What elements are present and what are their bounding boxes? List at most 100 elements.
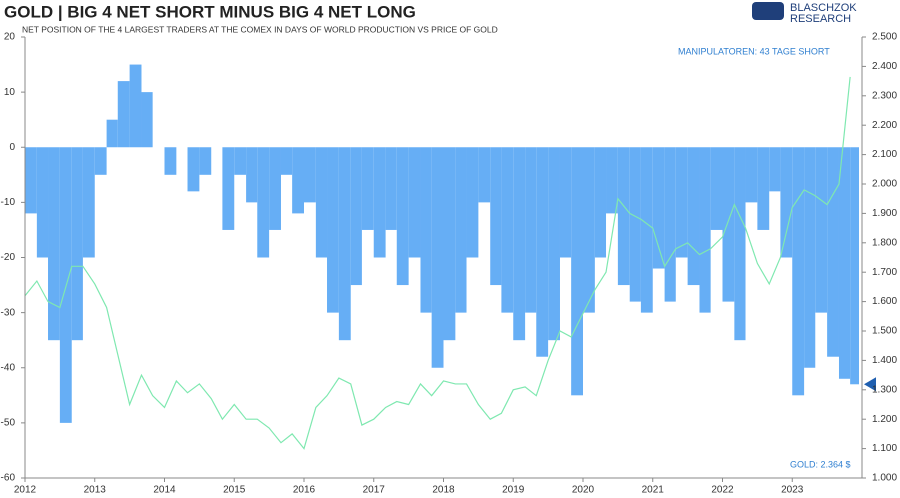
bar — [652, 147, 665, 269]
bar — [490, 147, 502, 286]
y-tick-label: -10 — [1, 197, 16, 208]
bar — [478, 147, 491, 203]
bar — [71, 147, 83, 341]
bar — [640, 147, 653, 313]
bar — [292, 147, 304, 214]
x-tick-label: 2021 — [642, 485, 665, 496]
y-tick-label: -50 — [1, 418, 16, 429]
bar — [129, 64, 142, 148]
y-tick-label: -20 — [1, 252, 16, 263]
bar — [594, 147, 607, 258]
bar — [304, 147, 316, 203]
bar — [408, 147, 421, 258]
last-marker — [864, 377, 876, 392]
bar — [675, 147, 688, 258]
bar — [361, 147, 374, 230]
y2-tick-label: 2.300 — [872, 90, 897, 101]
y-tick-label: -60 — [1, 473, 16, 484]
bar — [141, 92, 153, 148]
bar — [280, 147, 293, 175]
bar — [385, 147, 397, 230]
bar — [431, 147, 444, 368]
x-tick-label: 2018 — [432, 485, 455, 496]
x-tick-label: 2012 — [14, 485, 37, 496]
bar — [246, 147, 258, 203]
bar — [769, 147, 781, 192]
bar — [617, 147, 630, 286]
bar — [757, 147, 770, 230]
x-tick-label: 2020 — [572, 485, 595, 496]
y2-tick-label: 1.800 — [872, 237, 897, 248]
y-tick-label: -40 — [1, 362, 16, 373]
bar — [338, 147, 351, 341]
y2-tick-label: 1.900 — [872, 208, 897, 219]
bar — [48, 147, 60, 341]
bar — [455, 147, 467, 313]
y2-tick-label: 1.600 — [872, 296, 897, 307]
bar — [94, 147, 107, 175]
bar — [36, 147, 49, 258]
bar — [780, 147, 793, 258]
y2-tick-label: 2.200 — [872, 120, 897, 131]
bar — [501, 147, 514, 313]
logo-text: RESEARCH — [790, 13, 851, 25]
bar — [710, 147, 723, 230]
bar — [722, 147, 735, 302]
chart-title: GOLD | BIG 4 NET SHORT MINUS BIG 4 NET L… — [4, 2, 416, 21]
bar — [548, 147, 560, 341]
bar — [164, 147, 177, 175]
y2-tick-label: 1.500 — [872, 326, 897, 337]
bar — [571, 147, 583, 396]
bar — [117, 81, 130, 148]
bar — [199, 147, 212, 175]
bar — [466, 147, 479, 258]
x-tick-label: 2017 — [363, 485, 386, 496]
bar — [187, 147, 200, 192]
x-tick-label: 2013 — [84, 485, 107, 496]
bar — [257, 147, 270, 258]
x-tick-label: 2015 — [223, 485, 246, 496]
y-tick-label: 0 — [9, 142, 15, 153]
y2-tick-label: 1.100 — [872, 443, 897, 454]
x-tick-label: 2014 — [153, 485, 176, 496]
x-tick-label: 2022 — [711, 485, 734, 496]
bar — [850, 147, 859, 385]
bar — [583, 147, 595, 313]
bar — [734, 147, 746, 341]
chart-subtitle: NET POSITION OF THE 4 LARGEST TRADERS AT… — [22, 24, 498, 34]
bar — [315, 147, 328, 258]
logo-icon — [752, 2, 784, 20]
bar — [536, 147, 549, 357]
bar — [699, 147, 711, 313]
bar — [559, 147, 572, 258]
y2-tick-label: 1.200 — [872, 414, 897, 425]
x-tick-label: 2016 — [293, 485, 316, 496]
y-tick-label: 10 — [4, 87, 16, 98]
bar — [513, 147, 526, 341]
bar — [838, 147, 851, 379]
bar — [827, 147, 839, 357]
bar — [82, 147, 95, 258]
annotation: GOLD: 2.364 $ — [790, 459, 851, 469]
bar — [664, 147, 676, 302]
y-tick-label: 20 — [4, 32, 16, 43]
y2-tick-label: 1.300 — [872, 384, 897, 395]
bar — [792, 147, 805, 396]
y2-tick-label: 2.400 — [872, 61, 897, 72]
bar — [106, 119, 118, 148]
bar — [222, 147, 235, 230]
bar — [443, 147, 456, 341]
bar — [745, 147, 758, 203]
x-tick-label: 2023 — [781, 485, 804, 496]
bar — [269, 147, 281, 230]
y2-tick-label: 2.100 — [872, 149, 897, 160]
bar — [687, 147, 700, 286]
y2-tick-label: 1.000 — [872, 473, 897, 484]
y2-tick-label: 1.700 — [872, 267, 897, 278]
bar — [629, 147, 641, 302]
bar — [606, 147, 618, 214]
bar — [420, 147, 432, 313]
x-tick-label: 2019 — [502, 485, 525, 496]
bar — [373, 147, 386, 258]
